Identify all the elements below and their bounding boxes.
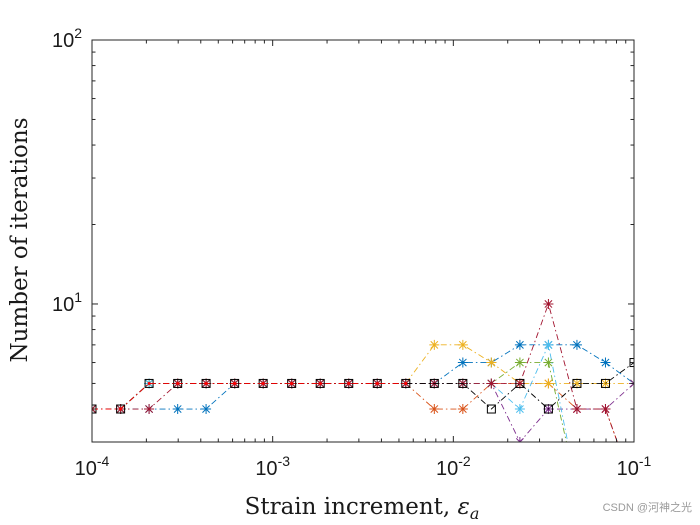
x-tick-label: 10-2 [436,453,471,480]
data-point [629,358,634,368]
data-point [600,378,611,389]
data-point [600,357,611,368]
data-point [116,404,126,414]
x-tick-label: 10-4 [75,453,110,480]
data-point [375,381,379,385]
tick-layer: 10-4 10-3 10-2 10-1 101 102 [52,25,652,480]
y-tick-label: 102 [52,25,82,52]
data-point [201,404,212,415]
data-point [457,339,468,350]
data-point [514,357,525,368]
data-point [543,357,554,368]
x-tick-label: 10-1 [617,453,652,480]
x-axis-title: Strain increment, εa [245,494,480,523]
data-point [572,378,582,388]
data-point [201,378,211,388]
data-point [176,381,180,385]
watermark: CSDN @河神之光 [602,502,692,514]
data-point [290,381,294,385]
plot-area [92,40,634,442]
data-point [571,378,582,389]
data-point [514,378,525,389]
data-point [318,381,322,385]
y-axis-title: Number of iterations [7,117,33,362]
data-point [600,378,610,388]
data-point [457,404,468,415]
x-tick-label: 10-3 [255,453,290,480]
data-point [457,357,468,368]
series-line [92,382,406,410]
x-axis-title-symbol: ε [458,494,470,520]
data-point [458,378,468,388]
data-point [543,404,553,414]
data-point [147,381,151,385]
data-point [571,404,582,415]
data-point [486,378,497,389]
y-tick-label: 101 [52,289,82,316]
data-point [347,381,351,385]
data-point [230,378,240,388]
data-point [261,381,265,385]
data-point [429,378,439,388]
data-point [404,381,408,385]
data-point [172,404,183,415]
data-point [429,404,440,415]
data-point [514,404,525,415]
data-point [144,404,155,415]
data-point [486,357,497,368]
data-point [543,298,554,309]
plot-frame [91,39,635,443]
series-series-9 [92,381,408,411]
data-point [543,339,554,350]
x-axis-title-subscript: a [470,504,480,523]
data-point [543,378,554,389]
series-layer [92,298,634,442]
data-point [486,404,496,414]
data-point [600,404,611,415]
data-point [204,381,208,385]
data-point [515,378,525,388]
data-point [119,407,123,411]
data-point [429,339,440,350]
data-point [233,381,237,385]
data-point [514,339,525,350]
x-axis-title-main: Strain increment, [245,494,458,520]
data-point [571,339,582,350]
